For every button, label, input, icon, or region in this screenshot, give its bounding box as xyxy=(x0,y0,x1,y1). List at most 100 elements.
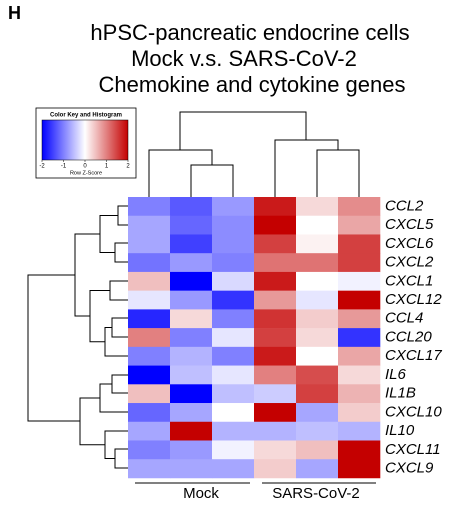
heatmap-cell xyxy=(212,215,255,235)
heatmap-cell xyxy=(128,403,171,423)
heatmap-cell xyxy=(212,290,255,310)
heatmap-cell xyxy=(170,197,213,217)
heatmap-cell xyxy=(170,384,213,404)
heatmap-cell xyxy=(128,440,171,460)
heatmap-cell xyxy=(338,384,381,404)
panel-label: H xyxy=(8,3,21,23)
heatmap-cell xyxy=(254,234,297,254)
heatmap-cell xyxy=(254,403,297,423)
row-label: CXCL6 xyxy=(385,235,434,252)
color-key-tick-label: -1 xyxy=(61,164,67,170)
title-line: Chemokine and cytokine genes xyxy=(99,72,406,97)
heatmap-cell xyxy=(212,440,255,460)
heatmap-cell xyxy=(212,346,255,366)
heatmap-cell xyxy=(170,459,213,479)
column-dendrogram xyxy=(148,111,360,197)
heatmap-cell xyxy=(212,197,255,217)
heatmap-cell xyxy=(254,384,297,404)
heatmap-cell xyxy=(296,215,339,235)
heatmap-cell xyxy=(128,290,171,310)
group-label: Mock xyxy=(183,485,219,502)
color-key-title: Color Key and Histogram xyxy=(50,113,122,119)
heatmap-cell xyxy=(338,328,381,348)
heatmap-cell xyxy=(338,346,381,366)
color-key-tick-label: 0 xyxy=(83,164,87,170)
heatmap-cell xyxy=(338,215,381,235)
heatmap-cell xyxy=(128,328,171,348)
color-key-gradient xyxy=(41,119,129,161)
color-key-tick-label: 1 xyxy=(105,164,109,170)
row-label: CXCL17 xyxy=(385,347,442,364)
heatmap-cell xyxy=(296,253,339,273)
heatmap-cell xyxy=(254,290,297,310)
heatmap-cell xyxy=(338,440,381,460)
heatmap-cell xyxy=(212,271,255,291)
heatmap-cell xyxy=(254,328,297,348)
group-label: SARS-CoV-2 xyxy=(272,485,360,502)
row-label: CXCL11 xyxy=(385,441,441,458)
row-label: CXCL10 xyxy=(385,403,442,420)
heatmap-cell xyxy=(170,290,213,310)
heatmap-cell xyxy=(170,365,213,385)
heatmap-cell xyxy=(296,309,339,329)
heatmap-cell xyxy=(296,234,339,254)
heatmap-cell xyxy=(296,290,339,310)
heatmap-cell xyxy=(170,403,213,423)
heatmap-cell xyxy=(254,346,297,366)
heatmap-cell xyxy=(296,197,339,217)
row-dendrogram xyxy=(27,205,128,469)
heatmap-cell xyxy=(128,384,171,404)
row-label: CXCL1 xyxy=(385,272,433,289)
heatmap-cell xyxy=(128,197,171,217)
heatmap-cell xyxy=(170,346,213,366)
heatmap-cell xyxy=(296,403,339,423)
heatmap-cell xyxy=(296,459,339,479)
heatmap-cell xyxy=(128,253,171,273)
heatmap-cell xyxy=(296,346,339,366)
heatmap-cell xyxy=(338,459,381,479)
color-key: Color Key and Histogram Row Z-Score -2 -1… xyxy=(35,107,137,179)
row-label: CCL2 xyxy=(385,197,424,214)
row-label: CXCL12 xyxy=(385,291,442,308)
heatmap-cell xyxy=(338,290,381,310)
heatmap-cell xyxy=(296,384,339,404)
heatmap-cell xyxy=(170,271,213,291)
heatmap-cell xyxy=(338,365,381,385)
row-label: IL1B xyxy=(385,385,416,402)
heatmap-cell xyxy=(338,197,381,217)
heatmap-cell xyxy=(170,328,213,348)
heatmap-cell xyxy=(128,365,171,385)
heatmap-cell xyxy=(254,309,297,329)
title-line: Mock v.s. SARS-CoV-2 xyxy=(131,46,357,71)
heatmap-cell xyxy=(254,440,297,460)
heatmap-cell xyxy=(212,253,255,273)
heatmap-cell xyxy=(338,253,381,273)
heatmap-cell xyxy=(254,253,297,273)
heatmap-cell xyxy=(128,271,171,291)
heatmap-cell xyxy=(212,309,255,329)
heatmap-cell xyxy=(212,365,255,385)
heatmap-cell xyxy=(128,346,171,366)
heatmap-cell xyxy=(254,271,297,291)
heatmap-cell xyxy=(128,459,171,479)
heatmap-cell xyxy=(296,328,339,348)
heatmap-cell xyxy=(338,234,381,254)
heatmap-cell xyxy=(212,328,255,348)
heatmap-cell xyxy=(338,309,381,329)
heatmap-cell xyxy=(296,440,339,460)
heatmap-cell xyxy=(212,403,255,423)
row-label: CCL4 xyxy=(385,310,423,327)
row-label: IL10 xyxy=(385,422,415,439)
row-label: CXCL2 xyxy=(385,254,434,271)
heatmap-cell xyxy=(296,271,339,291)
heatmap-cell xyxy=(128,215,171,235)
heatmap-cell xyxy=(296,421,339,441)
row-label: CXCL5 xyxy=(385,216,434,233)
row-label: IL6 xyxy=(385,366,407,383)
heatmap-cell xyxy=(170,421,213,441)
heatmap-cell xyxy=(254,215,297,235)
title-line: hPSC-pancreatic endocrine cells xyxy=(90,20,409,45)
heatmap-cell xyxy=(254,459,297,479)
heatmap-cell xyxy=(338,421,381,441)
